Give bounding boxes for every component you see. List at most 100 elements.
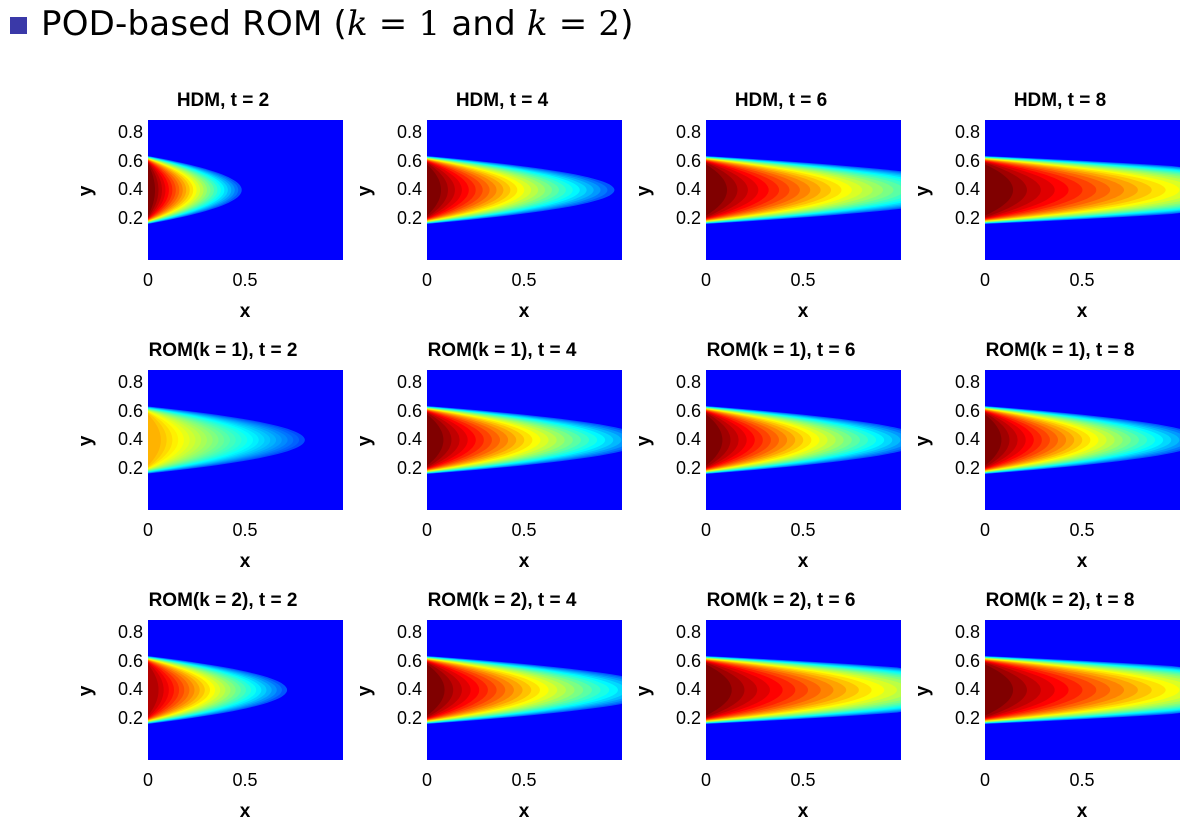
subplot-r2-c4: ROM(k = 1), t = 8 0.8 0.6 0.4 0.2 0 0.5 y x — [913, 340, 1185, 588]
y-tick-label: 0.6 — [954, 401, 980, 421]
heatmap-plot — [706, 370, 901, 510]
subplot-title: ROM(k = 2), t = 4 — [427, 590, 577, 611]
contour-band — [427, 414, 444, 466]
x-axis-label: x — [1076, 801, 1088, 822]
subplot-title: ROM(k = 1), t = 2 — [148, 340, 298, 361]
y-tick-label: 0.6 — [954, 651, 980, 671]
subplot-r1-c2: HDM, t = 4 0.8 0.6 0.4 0.2 0 0.5 y x — [354, 90, 627, 338]
x-tick-label: 0 — [979, 270, 991, 290]
subplot-title: ROM(k = 2), t = 2 — [148, 590, 298, 611]
slide-heading: POD-based ROM (k = 1 and k = 2) — [10, 0, 634, 48]
y-tick-label: 0.4 — [954, 179, 980, 199]
subplot-r1-c3: HDM, t = 6 0.8 0.6 0.4 0.2 0 0.5 y x — [634, 90, 906, 338]
x-tick-label: 0 — [421, 270, 433, 290]
x-tick-label: 0.5 — [790, 270, 816, 290]
subplot-r2-c3: ROM(k = 1), t = 6 0.8 0.6 0.4 0.2 0 0.5 y x — [633, 340, 906, 588]
heatmap-plot — [706, 620, 901, 760]
x-axis-label: x — [797, 301, 809, 322]
heatmap-plot — [985, 370, 1180, 510]
heatmap-canvas — [148, 120, 343, 260]
y-tick-label: 0.6 — [117, 401, 143, 421]
x-axis-label: x — [797, 551, 809, 572]
subplot-r3-c1: ROM(k = 2), t = 2 0.8 0.6 0.4 0.2 0 0.5 y x — [75, 590, 348, 838]
y-axis-label: y — [75, 685, 97, 697]
heatmap-plot — [148, 620, 343, 760]
heatmap-plot — [148, 120, 343, 260]
x-tick-label: 0.5 — [790, 770, 816, 790]
y-tick-label: 0.2 — [396, 708, 422, 728]
y-tick-label: 0.6 — [675, 151, 701, 171]
x-tick-label: 0 — [700, 770, 712, 790]
heatmap-plot — [985, 120, 1180, 260]
y-tick-label: 0.8 — [675, 122, 701, 142]
y-axis-label: y — [912, 185, 934, 197]
heatmap-canvas — [985, 620, 1180, 760]
y-tick-label: 0.8 — [396, 622, 422, 642]
y-tick-label: 0.2 — [396, 208, 422, 228]
x-axis-label: x — [1076, 551, 1088, 572]
y-tick-label: 0.2 — [117, 708, 143, 728]
contour-band — [706, 164, 728, 216]
x-axis-label: x — [518, 551, 530, 572]
subplot-title: HDM, t = 2 — [176, 90, 270, 111]
x-tick-label: 0.5 — [511, 770, 537, 790]
y-tick-label: 0.8 — [954, 372, 980, 392]
y-tick-label: 0.6 — [675, 401, 701, 421]
heatmap-canvas — [985, 120, 1180, 260]
y-tick-label: 0.6 — [396, 651, 422, 671]
heatmap-canvas — [148, 620, 343, 760]
y-axis-label: y — [75, 185, 97, 197]
x-tick-label: 0 — [979, 770, 991, 790]
y-tick-label: 0.2 — [954, 208, 980, 228]
y-tick-label: 0.6 — [675, 651, 701, 671]
contour-band — [148, 414, 161, 466]
y-tick-label: 0.8 — [675, 622, 701, 642]
y-axis-label: y — [912, 685, 934, 697]
y-tick-label: 0.4 — [954, 429, 980, 449]
title-suffix: ) — [620, 4, 634, 44]
y-tick-label: 0.8 — [117, 372, 143, 392]
y-tick-label: 0.6 — [117, 651, 143, 671]
title-and: and — [440, 4, 527, 44]
x-tick-label: 0 — [142, 270, 154, 290]
y-axis-label: y — [354, 185, 376, 197]
y-tick-label: 0.4 — [117, 429, 143, 449]
x-tick-label: 0 — [700, 520, 712, 540]
contour-band — [985, 414, 1002, 466]
heatmap-canvas — [427, 620, 622, 760]
heatmap-plot — [427, 370, 622, 510]
y-tick-label: 0.2 — [954, 458, 980, 478]
x-tick-label: 0.5 — [1069, 520, 1095, 540]
contour-band — [706, 664, 732, 716]
y-tick-label: 0.2 — [954, 708, 980, 728]
subplot-title: HDM, t = 8 — [1013, 90, 1107, 111]
heatmap-plot — [427, 620, 622, 760]
subplot-title: ROM(k = 1), t = 4 — [427, 340, 577, 361]
y-tick-label: 0.6 — [396, 151, 422, 171]
y-tick-label: 0.4 — [954, 679, 980, 699]
y-tick-label: 0.8 — [117, 622, 143, 642]
title-eq2: = 2 — [547, 4, 621, 44]
y-tick-label: 0.2 — [396, 458, 422, 478]
y-tick-label: 0.8 — [396, 372, 422, 392]
y-tick-label: 0.4 — [675, 179, 701, 199]
y-tick-label: 0.6 — [954, 151, 980, 171]
subplot-title: ROM(k = 2), t = 6 — [706, 590, 856, 611]
y-tick-label: 0.8 — [954, 622, 980, 642]
x-axis-label: x — [1076, 301, 1088, 322]
y-tick-label: 0.4 — [117, 179, 143, 199]
y-axis-label: y — [354, 435, 376, 447]
y-axis-label: y — [633, 435, 655, 447]
subplot-r3-c3: ROM(k = 2), t = 6 0.8 0.6 0.4 0.2 0 0.5 y x — [634, 590, 906, 838]
x-tick-label: 0 — [421, 520, 433, 540]
x-axis-label: x — [518, 801, 530, 822]
subplot-r3-c2: ROM(k = 2), t = 4 0.8 0.6 0.4 0.2 0 0.5 y x — [355, 590, 627, 838]
y-tick-label: 0.2 — [117, 458, 143, 478]
x-tick-label: 0.5 — [232, 770, 258, 790]
y-tick-label: 0.8 — [117, 122, 143, 142]
y-tick-label: 0.6 — [396, 401, 422, 421]
x-tick-label: 0.5 — [790, 520, 816, 540]
contour-band — [706, 414, 723, 466]
x-tick-label: 0.5 — [232, 520, 258, 540]
x-tick-label: 0 — [421, 770, 433, 790]
